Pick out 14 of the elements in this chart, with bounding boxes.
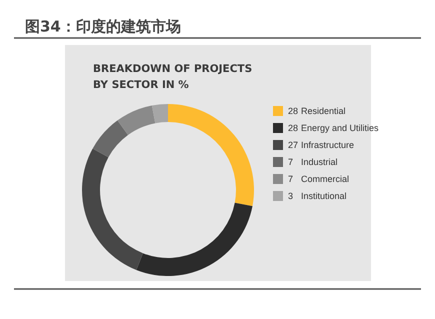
legend-label: Residential <box>301 106 346 116</box>
legend-label: Infrastructure <box>301 140 354 150</box>
legend-label: Energy and Utilities <box>301 123 380 133</box>
data-label: 7 <box>288 157 294 167</box>
legend-label: Commercial <box>301 174 350 184</box>
data-label: 27 <box>288 140 298 150</box>
legend-label: Institutional <box>301 191 347 201</box>
data-label: 7 <box>288 174 294 184</box>
data-label: 3 <box>288 191 294 201</box>
legend-label: Industrial <box>301 157 338 167</box>
chart-title: 图34：印度的建筑市场 <box>25 18 181 36</box>
data-label: 28 <box>288 123 298 133</box>
data-label: 28 <box>288 106 298 116</box>
chart-subtitle: BREAKDOWN OF PROJECTS BY SECTOR IN % <box>93 63 256 91</box>
